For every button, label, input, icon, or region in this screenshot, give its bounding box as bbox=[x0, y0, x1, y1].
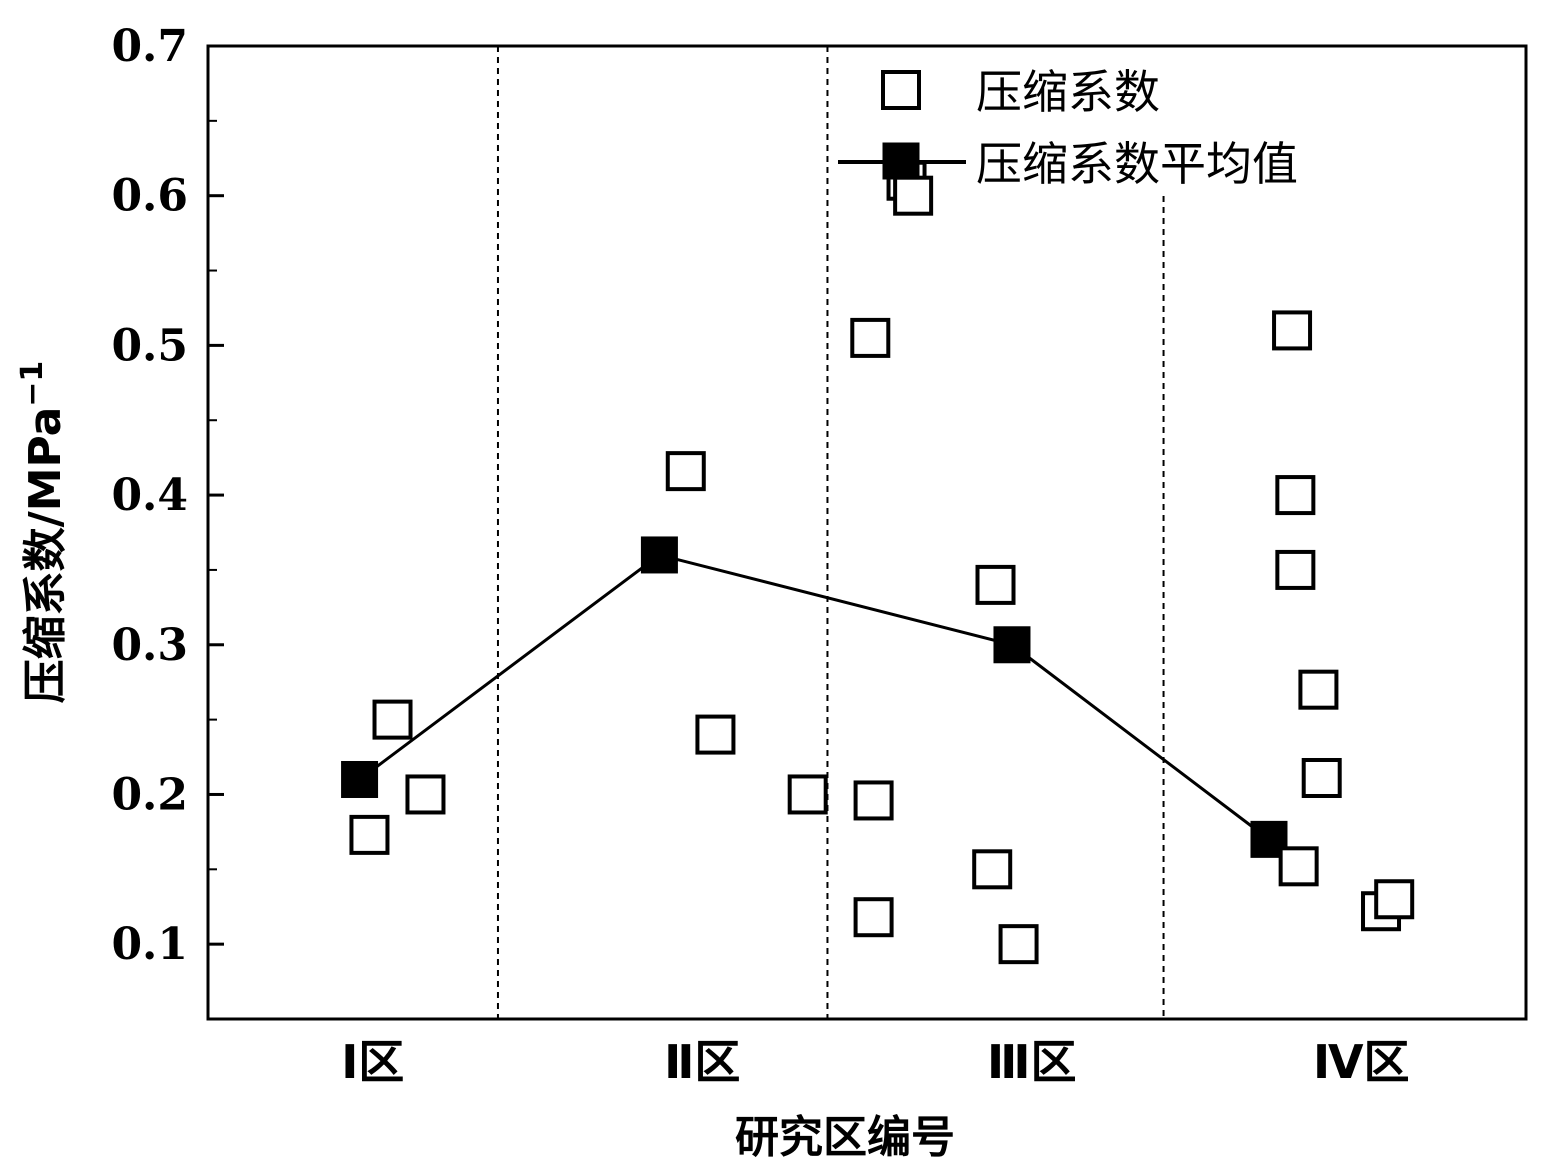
coefficient-point bbox=[695, 714, 736, 755]
coefficient-point bbox=[1374, 879, 1415, 920]
x-category-label: Ⅱ区 bbox=[664, 1035, 740, 1089]
legend-marker-filled-square bbox=[882, 142, 920, 180]
coefficient-point bbox=[972, 849, 1013, 890]
coefficient-point bbox=[372, 699, 413, 740]
x-axis: Ⅰ区 Ⅱ区 Ⅲ区 Ⅳ区 bbox=[341, 1035, 1409, 1089]
zone-dividers bbox=[496, 46, 1165, 1019]
coefficient-point bbox=[853, 897, 894, 938]
coefficient-point bbox=[998, 924, 1039, 965]
coefficient-point bbox=[1278, 846, 1319, 887]
coefficient-point bbox=[850, 317, 891, 358]
x-category-label: Ⅰ区 bbox=[341, 1035, 404, 1089]
y-axis-title-superscript: −1 bbox=[15, 361, 50, 407]
y-tick-label: 0.7 bbox=[111, 21, 188, 72]
legend: 压缩系数 压缩系数平均值 bbox=[838, 65, 1298, 191]
coefficient-point bbox=[405, 774, 446, 815]
plot-frame bbox=[206, 44, 1528, 1021]
y-tick-label: 0.4 bbox=[111, 470, 188, 521]
legend-marker-open-square bbox=[881, 70, 921, 110]
mean-point bbox=[341, 760, 379, 798]
coefficient-point bbox=[1275, 549, 1316, 590]
coefficient-point bbox=[349, 814, 390, 855]
coefficient-point bbox=[665, 451, 706, 492]
coefficient-point bbox=[853, 780, 894, 821]
y-axis: 0.1 0.2 0.3 0.4 0.5 0.6 0.7 bbox=[111, 21, 224, 1020]
mean-line bbox=[358, 553, 1270, 841]
y-axis-title: 压缩系数/MPa−1 bbox=[15, 361, 71, 704]
x-category-label: Ⅲ区 bbox=[987, 1035, 1076, 1089]
x-axis-title: 研究区编号 bbox=[735, 1112, 955, 1163]
mean-series bbox=[341, 536, 1288, 858]
coefficient-series bbox=[349, 160, 1415, 965]
coefficient-point bbox=[1301, 757, 1342, 798]
y-tick-label: 0.6 bbox=[111, 171, 188, 222]
x-category-label: Ⅳ区 bbox=[1313, 1035, 1410, 1089]
y-tick-label: 0.1 bbox=[111, 919, 188, 970]
coefficient-point bbox=[787, 774, 828, 815]
legend-label-mean: 压缩系数平均值 bbox=[976, 137, 1298, 191]
legend-label-coefficient: 压缩系数 bbox=[976, 65, 1160, 119]
coefficient-point bbox=[975, 564, 1016, 605]
mean-point bbox=[640, 536, 678, 574]
coefficient-point bbox=[1272, 310, 1313, 351]
mean-point bbox=[993, 626, 1031, 664]
coefficient-point bbox=[1275, 475, 1316, 516]
y-axis-title-main: 压缩系数/MPa bbox=[20, 407, 71, 704]
coefficient-point bbox=[1298, 669, 1339, 710]
y-tick-label: 0.5 bbox=[111, 320, 188, 371]
coefficient-point bbox=[893, 175, 934, 216]
y-tick-label: 0.2 bbox=[111, 769, 188, 820]
y-tick-label: 0.3 bbox=[111, 620, 188, 671]
